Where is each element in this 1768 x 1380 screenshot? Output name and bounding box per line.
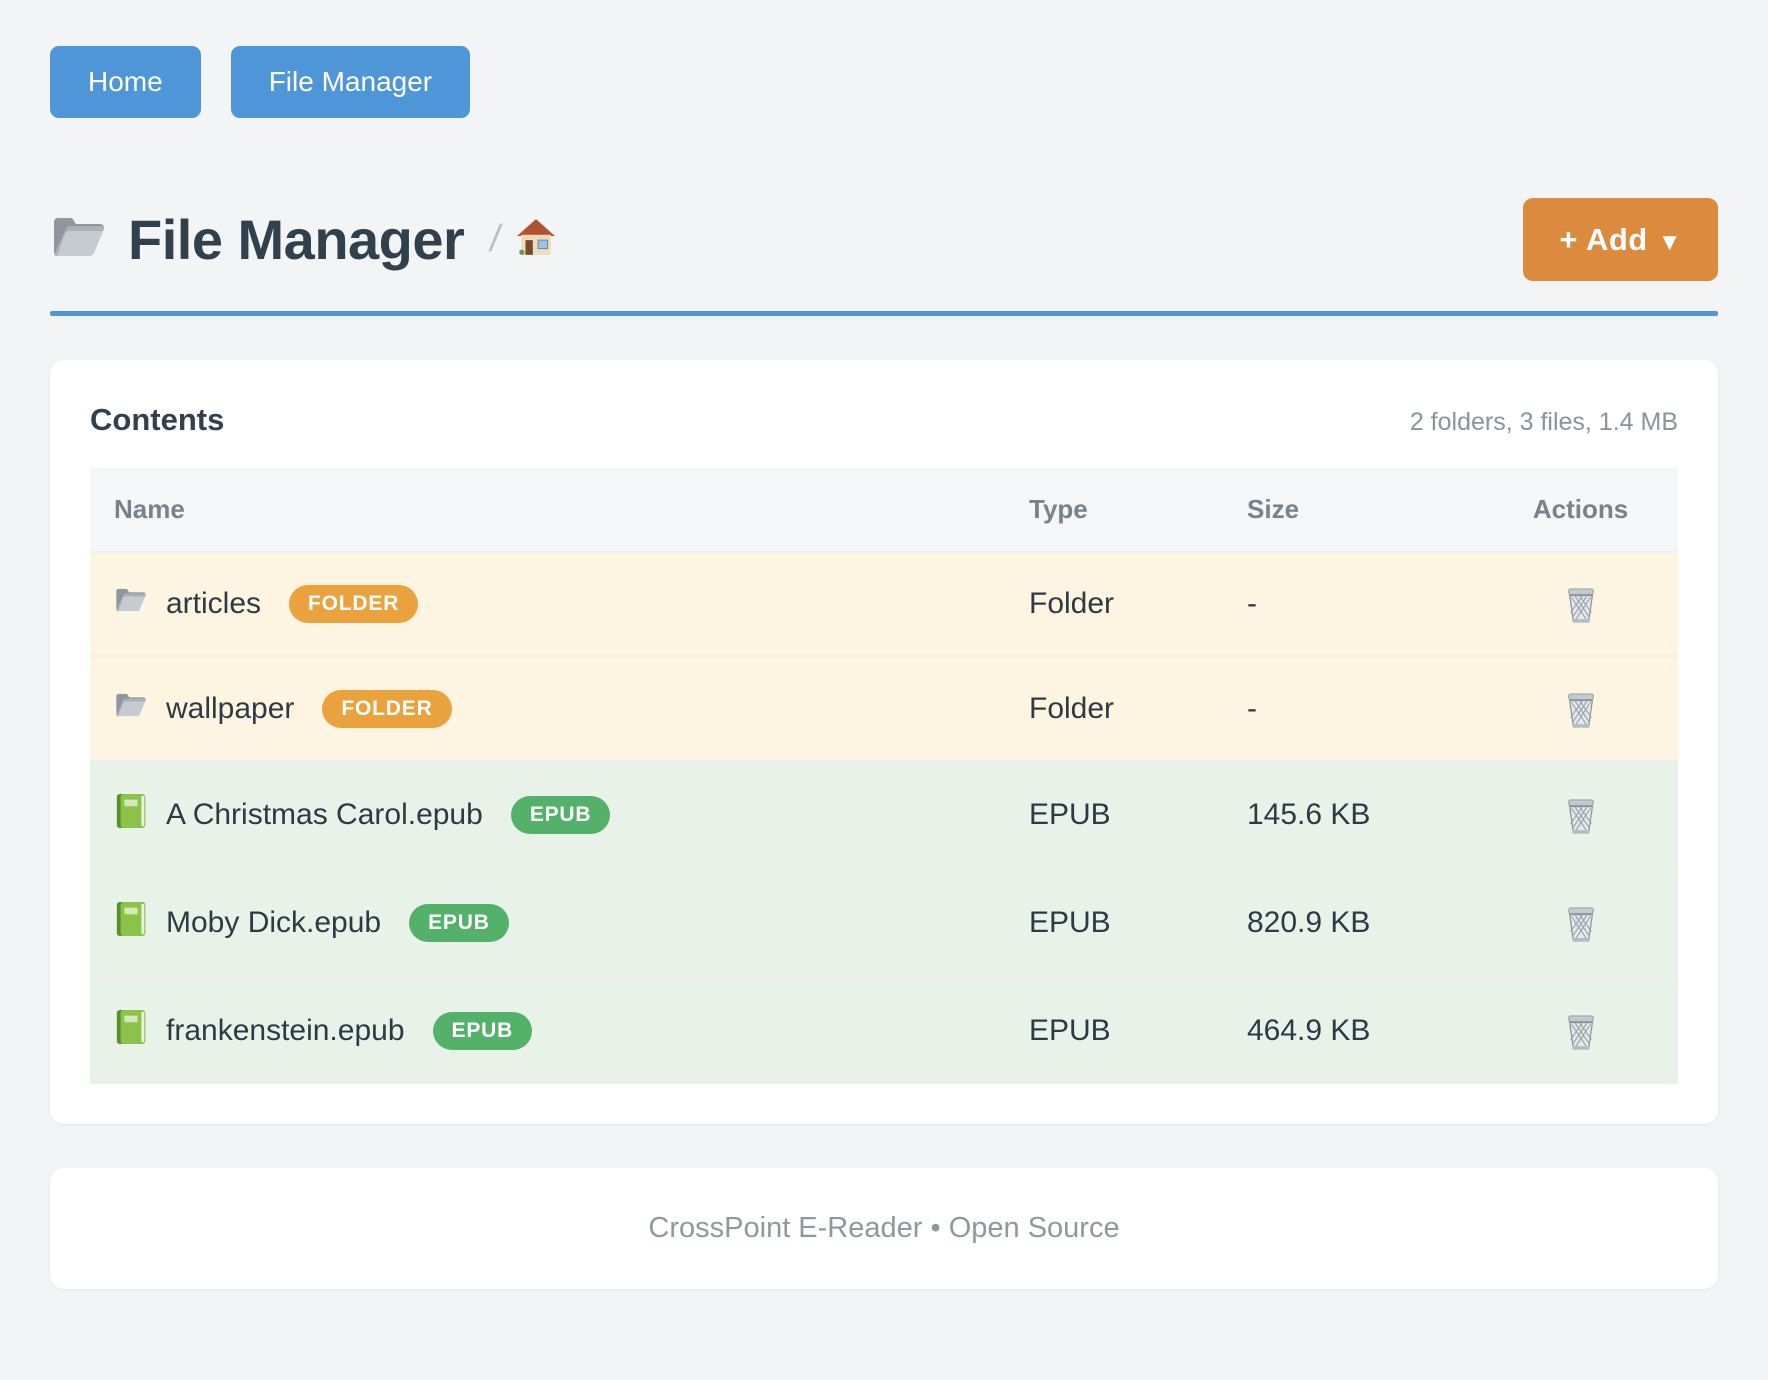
page-title: File Manager bbox=[128, 208, 465, 271]
top-nav: Home File Manager bbox=[50, 46, 1718, 118]
column-header-name: Name bbox=[90, 468, 1005, 552]
table-row: A Christmas Carol.epub EPUB EPUB 145.6 K… bbox=[90, 759, 1678, 869]
trash-icon bbox=[1564, 796, 1598, 836]
file-name-cell[interactable]: articles FOLDER bbox=[114, 585, 981, 624]
book-icon bbox=[114, 792, 148, 838]
nav-button-home[interactable]: Home bbox=[50, 46, 201, 118]
file-name: A Christmas Carol.epub bbox=[166, 797, 483, 831]
file-name: frankenstein.epub bbox=[166, 1013, 405, 1047]
file-name-cell[interactable]: wallpaper FOLDER bbox=[114, 689, 981, 728]
file-size: 820.9 KB bbox=[1223, 867, 1483, 977]
delete-button[interactable] bbox=[1564, 585, 1598, 625]
title-wrap: File Manager bbox=[50, 207, 465, 272]
type-badge: FOLDER bbox=[322, 689, 452, 728]
folder-icon bbox=[114, 585, 148, 623]
file-name-cell[interactable]: frankenstein.epub EPUB bbox=[114, 1008, 981, 1054]
column-header-size: Size bbox=[1223, 468, 1483, 552]
trash-icon bbox=[1564, 1012, 1598, 1052]
table-row: frankenstein.epub EPUB EPUB 464.9 KB bbox=[90, 975, 1678, 1084]
file-manager-page: Home File Manager File Manager / + Add ▼ … bbox=[50, 46, 1718, 1289]
trash-icon bbox=[1564, 585, 1598, 625]
type-badge: FOLDER bbox=[289, 585, 419, 624]
file-type: Folder bbox=[1005, 655, 1223, 761]
house-icon[interactable] bbox=[515, 217, 557, 262]
file-name: Moby Dick.epub bbox=[166, 905, 382, 939]
breadcrumb: / bbox=[487, 217, 557, 262]
type-badge: EPUB bbox=[409, 903, 509, 942]
contents-card-header: Contents 2 folders, 3 files, 1.4 MB bbox=[90, 402, 1678, 438]
delete-button[interactable] bbox=[1564, 690, 1598, 730]
contents-card: Contents 2 folders, 3 files, 1.4 MB Name… bbox=[50, 360, 1718, 1124]
file-name-cell[interactable]: Moby Dick.epub EPUB bbox=[114, 900, 981, 946]
column-header-actions: Actions bbox=[1483, 468, 1678, 552]
file-type: EPUB bbox=[1005, 867, 1223, 977]
delete-button[interactable] bbox=[1564, 796, 1598, 836]
breadcrumb-separator: / bbox=[487, 218, 504, 260]
file-size: - bbox=[1223, 550, 1483, 657]
file-size: - bbox=[1223, 655, 1483, 761]
file-size: 145.6 KB bbox=[1223, 759, 1483, 869]
contents-title: Contents bbox=[90, 402, 225, 437]
file-name-cell[interactable]: A Christmas Carol.epub EPUB bbox=[114, 792, 981, 838]
file-type: EPUB bbox=[1005, 975, 1223, 1084]
file-name: articles bbox=[166, 587, 262, 621]
trash-icon bbox=[1564, 904, 1598, 944]
add-button-label: + Add bbox=[1559, 222, 1648, 257]
file-table-header-row: Name Type Size Actions bbox=[90, 468, 1678, 552]
table-row: Moby Dick.epub EPUB EPUB 820.9 KB bbox=[90, 867, 1678, 977]
delete-button[interactable] bbox=[1564, 904, 1598, 944]
contents-summary: 2 folders, 3 files, 1.4 MB bbox=[1409, 408, 1678, 436]
book-icon bbox=[114, 1008, 148, 1054]
trash-icon bbox=[1564, 690, 1598, 730]
file-type: Folder bbox=[1005, 550, 1223, 657]
table-row: wallpaper FOLDER Folder - bbox=[90, 655, 1678, 761]
type-badge: EPUB bbox=[510, 795, 611, 834]
file-size: 464.9 KB bbox=[1223, 975, 1483, 1084]
page-header: File Manager / + Add ▼ bbox=[50, 198, 1718, 281]
add-button[interactable]: + Add ▼ bbox=[1523, 198, 1718, 281]
delete-button[interactable] bbox=[1564, 1012, 1598, 1052]
folder-icon bbox=[114, 690, 148, 728]
book-icon bbox=[114, 900, 148, 946]
footer-card: CrossPoint E-Reader • Open Source bbox=[50, 1167, 1718, 1289]
type-badge: EPUB bbox=[432, 1011, 533, 1050]
column-header-type: Type bbox=[1005, 468, 1223, 552]
file-type: EPUB bbox=[1005, 759, 1223, 869]
file-table: Name Type Size Actions articles FOLDER Fold… bbox=[90, 468, 1678, 1084]
footer-text: CrossPoint E-Reader • Open Source bbox=[648, 1211, 1120, 1244]
file-name: wallpaper bbox=[166, 691, 295, 725]
nav-button-file-manager[interactable]: File Manager bbox=[230, 46, 471, 118]
caret-down-icon: ▼ bbox=[1657, 229, 1682, 256]
table-row: articles FOLDER Folder - bbox=[90, 550, 1678, 657]
folder-icon bbox=[50, 212, 108, 267]
header-divider bbox=[50, 311, 1718, 316]
